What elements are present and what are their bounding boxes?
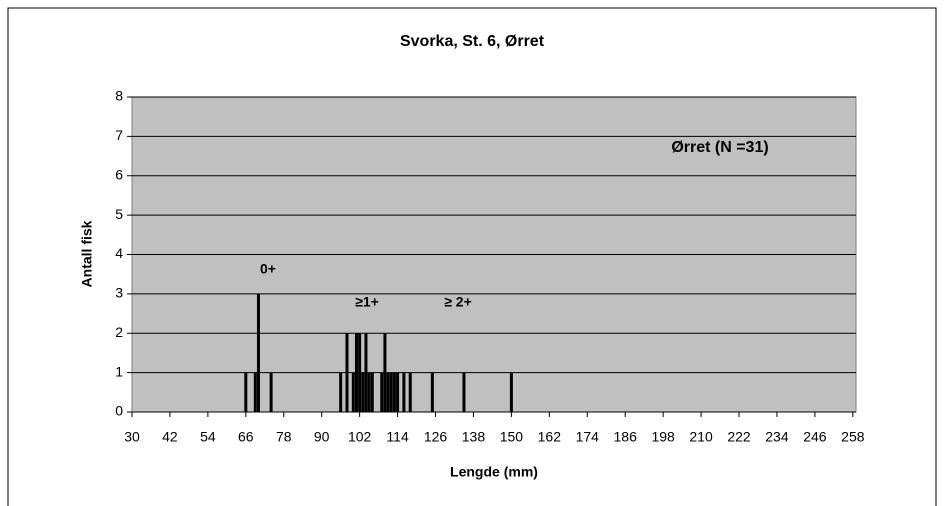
bar <box>408 372 412 412</box>
bar <box>351 372 355 412</box>
y-tick-label: 2 <box>115 324 123 340</box>
bar <box>361 372 365 412</box>
bar <box>380 372 384 412</box>
x-tick-label: 78 <box>276 429 292 445</box>
y-axis-label: Antall fisk <box>79 220 95 287</box>
x-tick-label: 114 <box>386 429 409 445</box>
bar <box>462 372 466 412</box>
annotation: ≥1+ <box>355 294 379 310</box>
x-tick-label: 54 <box>200 429 216 445</box>
x-tick-label: 234 <box>765 429 789 445</box>
x-tick-label: 198 <box>651 429 675 445</box>
x-tick-label: 126 <box>424 429 448 445</box>
x-tick-label: 222 <box>727 429 751 445</box>
annotation: ≥ 2+ <box>444 294 472 310</box>
x-tick-label: 102 <box>348 429 372 445</box>
bar <box>358 333 362 412</box>
bar <box>367 372 371 412</box>
x-tick-label: 162 <box>538 429 562 445</box>
x-axis-label: Lengde (mm) <box>450 464 538 480</box>
bar <box>339 372 343 412</box>
chart-title: Svorka, St. 6, Ørret <box>400 33 545 50</box>
x-tick-label: 42 <box>162 429 178 445</box>
x-tick-label: 150 <box>500 429 524 445</box>
bar <box>370 372 374 412</box>
y-tick-label: 8 <box>115 88 123 104</box>
bar <box>386 372 390 412</box>
bar <box>345 333 349 412</box>
x-tick-label: 210 <box>689 429 713 445</box>
y-tick-label: 3 <box>115 285 123 301</box>
bar <box>402 372 406 412</box>
y-tick-label: 6 <box>115 166 123 182</box>
bar <box>383 333 387 412</box>
bar <box>509 372 513 412</box>
bar <box>253 372 257 412</box>
y-tick-label: 1 <box>115 363 123 379</box>
bar <box>354 333 358 412</box>
annotation: 0+ <box>260 261 276 277</box>
y-tick-label: 5 <box>115 206 123 222</box>
bar <box>269 372 273 412</box>
bar <box>389 372 393 412</box>
bar <box>244 372 248 412</box>
y-tick-label: 0 <box>115 403 123 419</box>
x-tick-label: 90 <box>314 429 330 445</box>
y-tick-label: 4 <box>115 245 123 261</box>
legend-label: Ørret (N =31) <box>671 139 768 156</box>
bar <box>392 372 396 412</box>
x-tick-label: 174 <box>576 429 600 445</box>
x-tick-label: 258 <box>841 429 865 445</box>
bar <box>364 333 368 412</box>
bar <box>256 293 260 412</box>
bar <box>430 372 434 412</box>
x-tick-label: 66 <box>238 429 254 445</box>
x-tick-label: 246 <box>803 429 827 445</box>
x-tick-label: 30 <box>124 429 140 445</box>
bar <box>396 372 400 412</box>
x-tick-label: 138 <box>462 429 486 445</box>
y-tick-label: 7 <box>115 127 123 143</box>
x-tick-label: 186 <box>614 429 638 445</box>
